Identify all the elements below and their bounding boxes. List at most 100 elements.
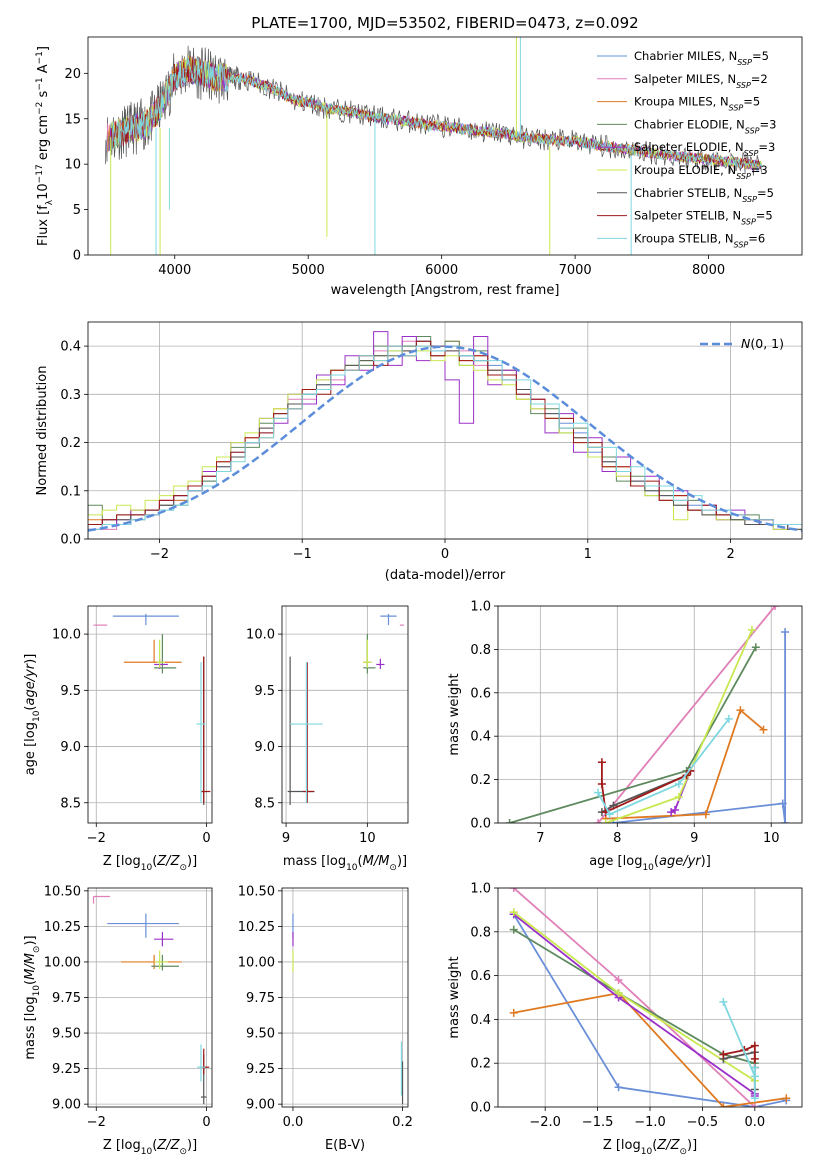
weight-marker [509,1008,518,1017]
age_vs_mass-axes: 9 10 8.5 9.0 9.5 10.0 [246,606,408,846]
age_vs_mass-y-tick-label: 8.5 [254,796,275,811]
weight-marker [605,810,614,819]
mass_vs_Z-point-salpeter-stelib [200,1048,210,1075]
mass_vs_ebv-y-tick-label: 10.50 [238,884,275,899]
weight-marker [750,1041,759,1050]
weight_vs_age-y-tick-label: 0.8 [470,643,491,658]
age_vs_mass-point-chabrier-elodie [363,634,376,674]
age_vs_Z-y-tick-label: 9.5 [60,684,81,699]
age_vs_Z-ylabel: age [log10(age/yr)] [23,654,42,776]
age_vs_Z-xlabel: Z [log10(Z/Z⊙)] [103,854,197,873]
legend-entry: Chabrier MILES, NSSP=5 [634,49,769,67]
weight_vs_Z-y-tick-label: 0.2 [470,1057,491,1072]
weight-marker [701,810,710,819]
weight_vs_Z-x-tick-label: 0.0 [744,1115,765,1130]
mass_vs_Z-point-salpeter-elodie [154,932,174,947]
mass_vs_ebv-y-tick-label: 10.25 [238,920,275,935]
weight-marker [601,819,610,823]
mass_vs_Z-point-kroupa-stelib [197,1044,205,1082]
weight_vs_age-y-tick-label: 0.0 [470,817,491,832]
legend-entry: Chabrier ELODIE, NSSP=3 [634,117,776,135]
age_vs_Z-point-kroupa-miles [123,639,182,663]
legend-entry: Salpeter MILES, NSSP=2 [634,72,768,90]
residuals-x-tick-label: 1 [584,547,592,562]
weight_vs_Z-y-tick-label: 0.0 [470,1101,491,1116]
age_vs_Z-frame [87,605,213,824]
weight-marker [781,628,790,637]
mass_vs_Z-y-tick-label: 9.25 [52,1062,81,1077]
age_vs_mass-point-salpeter-stelib [303,662,314,803]
weight-marker [597,758,606,767]
mass_vs_ebv-x-tick-label: 0.0 [283,1115,304,1130]
weight_vs_age-frame [497,605,803,824]
mass_vs_Z-axes: −2 0 9.00 9.25 9.50 9.75 10.00 10.25 10.50 [44,884,212,1130]
mass_vs_Z-x-tick-label: −2 [87,1115,106,1130]
weight-marker [614,1083,623,1092]
residuals-x-tick-label: −1 [293,547,312,562]
spectrum-y-tick-label: 15 [64,112,81,127]
spectrum-line-salpeter-stelib [110,55,762,169]
age_vs_Z-point-chabrier-elodie [154,634,177,674]
mass_vs_ebv-y-tick-label: 10.00 [238,955,275,970]
weight-line [513,992,787,1107]
spectrum-y-tick-label: 10 [64,158,81,173]
weight_vs_age-y-tick-label: 0.4 [470,730,491,745]
weight_vs_Z-y-tick-label: 0.6 [470,969,491,984]
residuals-y-tick-label: 0.2 [60,436,81,451]
weight-marker [614,975,623,984]
weight_vs_Z-ylabel: mass weight [447,956,462,1038]
mass_vs_Z-point-chabrier-elodie [151,954,179,971]
weight_vs_Z-y-tick-label: 0.8 [470,925,491,940]
spectrum-line-kroupa-stelib [111,57,763,172]
weight_vs_age-y-tick-label: 1.0 [470,600,491,615]
mass_vs_Z-y-tick-label: 10.00 [44,955,81,970]
weight_vs_age-x-tick-label: 10 [763,831,780,846]
weight-line [512,913,787,1107]
mass_vs_Z-y-tick-label: 9.50 [52,1027,81,1042]
age_vs_mass-y-tick-label: 10.0 [246,628,275,643]
weight_vs_age-x-tick-label: 7 [536,831,544,846]
weight-marker [750,1094,759,1103]
mass_vs_Z-point-kroupa-miles [121,954,182,970]
age_vs_Z-point-kroupa-stelib [196,662,206,803]
weight-line [613,632,786,823]
mass_vs_Z-y-tick-label: 9.75 [52,991,81,1006]
spectrum-x-tick-label: 5000 [292,263,325,278]
weight_vs_Z-frame [497,887,803,1108]
mass_vs_Z-xlabel: Z [log10(Z/Z⊙)] [103,1138,197,1157]
weight_vs_Z-x-tick-label: −1.0 [634,1115,666,1130]
weight-marker [750,1063,759,1072]
weight_vs_age-ylabel: mass weight [447,673,462,755]
age_vs_mass-point-kroupa-stelib [290,662,323,803]
weight_vs_Z-series-salpeter-miles [509,888,759,1107]
mass_vs_Z-y-tick-label: 10.25 [44,920,81,935]
mass_vs_ebv-y-tick-label: 9.50 [246,1027,275,1042]
histogram-salpeter-stelib [88,340,802,539]
spectrum-y-tick-label: 0 [73,249,81,264]
age_vs_Z-y-tick-label: 10.0 [52,628,81,643]
mass_vs_Z-ylabel: mass [log10(M/M⊙)] [23,935,42,1059]
mass_vs_ebv-y-tick-label: 9.25 [246,1062,275,1077]
mass_vs_ebv-axes: 0.0 0.2 9.00 9.25 9.50 9.75 10.00 10.25 10.50 [238,884,413,1130]
weight_vs_age-xlabel: age [log10(age/yr)] [589,854,711,873]
weight_vs_Z-series-chabrier-elodie [509,925,759,1068]
weight_vs_age-series-kroupa-elodie [601,625,756,823]
mass_vs_Z-y-tick-label: 10.50 [44,884,81,899]
mass_vs_ebv-y-tick-label: 9.75 [246,991,275,1006]
residuals-y-tick-label: 0.0 [60,533,81,548]
weight-marker [671,805,680,814]
age_vs_mass-point-chabrier-miles [380,613,397,626]
legend-entry: Salpeter STELIB, NSSP=5 [634,209,773,227]
legend-entry: Kroupa ELODIE, NSSP=3 [634,163,768,181]
age_vs_Z-x-tick-label: 0 [202,831,210,846]
legend-entry: Kroupa MILES, NSSP=5 [634,95,760,113]
mass_vs_ebv-y-tick-label: 9.00 [246,1098,275,1113]
weight_vs_Z-xlabel: Z [log10(Z/Z⊙)] [603,1138,697,1157]
weight-marker [614,989,623,998]
weight_vs_Z-y-tick-label: 1.0 [470,882,491,897]
residuals-x-tick-label: 2 [726,547,734,562]
weight-marker [736,706,745,715]
legend-normal-label: N(0, 1) [741,336,784,351]
age_vs_mass-y-tick-label: 9.0 [254,740,275,755]
spectrum-x-tick-label: 4000 [158,263,191,278]
